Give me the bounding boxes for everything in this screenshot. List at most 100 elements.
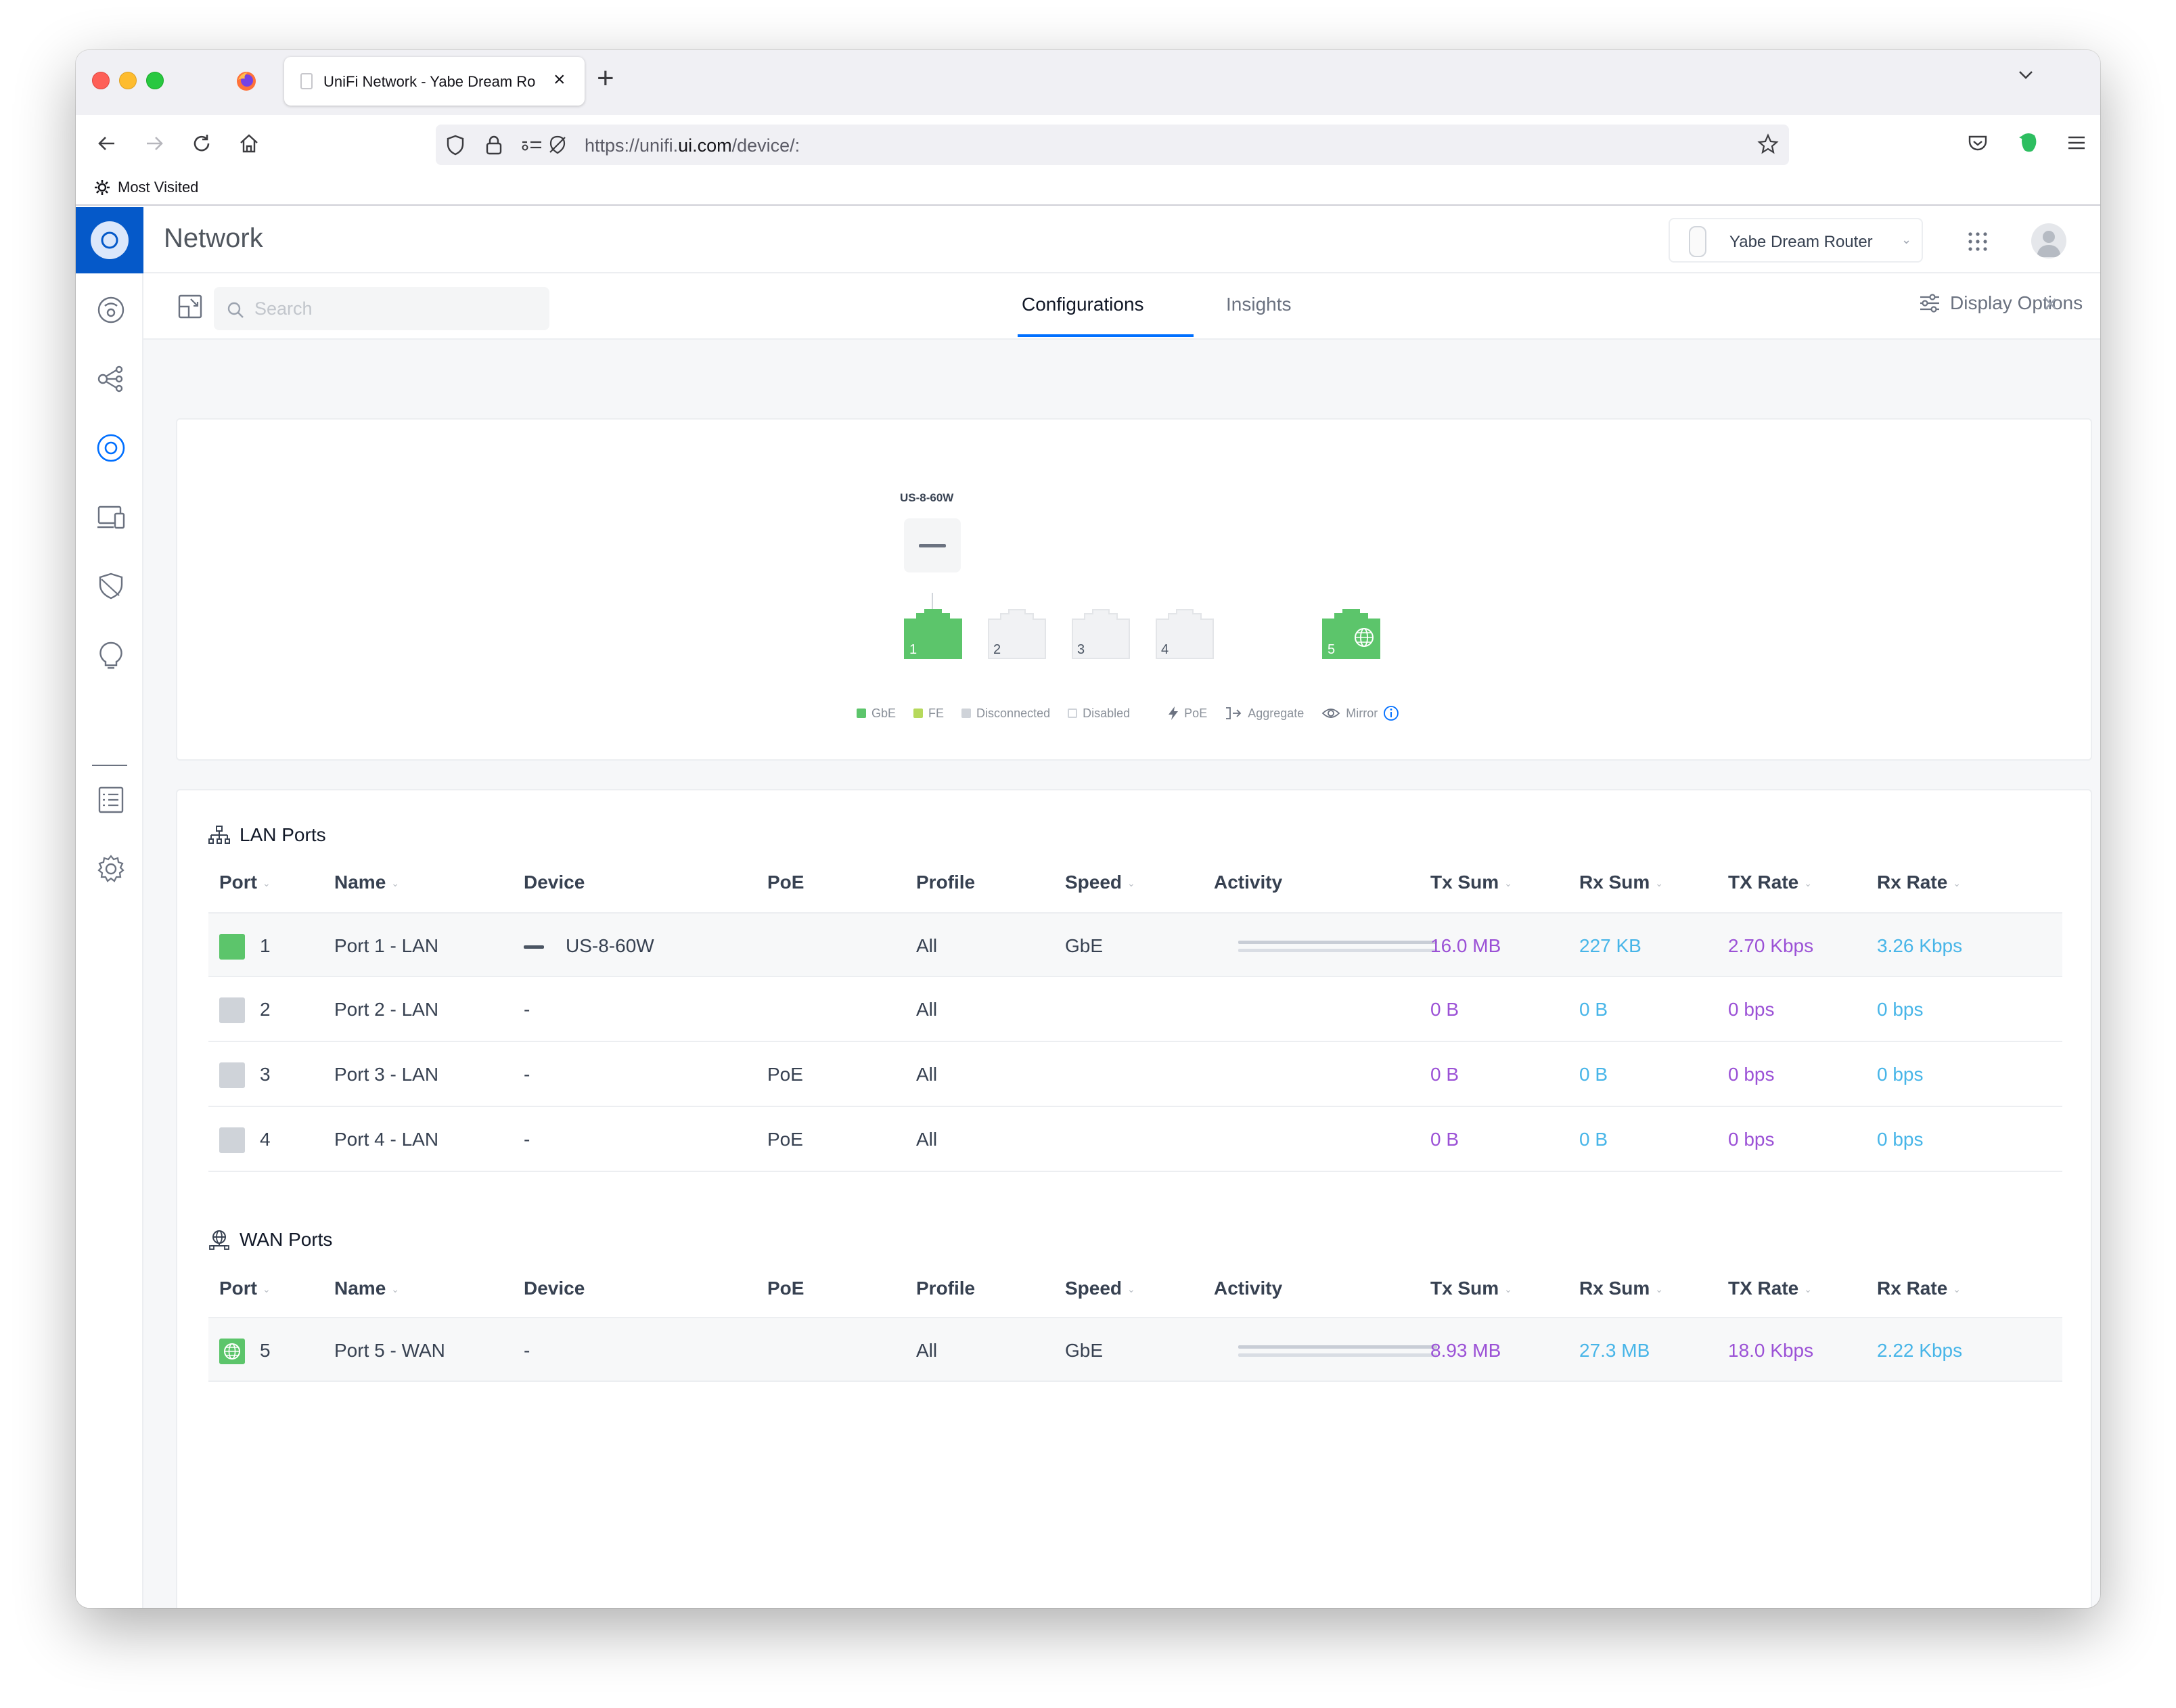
lock-icon[interactable] <box>484 134 503 156</box>
new-tab-button[interactable]: + <box>597 62 614 95</box>
port-jack-1[interactable]: 1 <box>904 609 962 659</box>
col-name[interactable]: Name ⌄ <box>334 1278 399 1299</box>
hamburger-menu-icon[interactable] <box>2065 131 2088 154</box>
minimize-window-button[interactable] <box>119 72 137 89</box>
tab-insights[interactable]: Insights <box>1226 294 1292 315</box>
table-row[interactable]: 1 Port 1 - LAN US-8-60W All GbE 16.0 MB … <box>208 912 2062 977</box>
legend-fe: FE <box>913 706 944 721</box>
tab-configurations[interactable]: Configurations <box>1022 294 1144 315</box>
display-options-button[interactable]: Display Options <box>1919 292 2083 314</box>
col-rx-sum[interactable]: Rx Sum ⌄ <box>1579 1278 1663 1299</box>
page-icon <box>300 73 313 89</box>
forward-button[interactable] <box>141 130 168 157</box>
cell-tx-sum: 16.0 MB <box>1430 935 1501 957</box>
bookmark-most-visited[interactable]: Most Visited <box>93 179 198 196</box>
cell-rx-rate: 2.22 Kbps <box>1877 1340 1962 1362</box>
cell-rx-rate: 0 bps <box>1877 999 1924 1020</box>
cell-device: - <box>524 1129 530 1150</box>
table-row[interactable]: 2 Port 2 - LAN - All 0 B 0 B 0 bps 0 bps <box>208 977 2062 1042</box>
close-panel-icon[interactable]: × <box>2043 290 2058 318</box>
port-jack-5-wan[interactable]: 5 <box>1322 609 1380 659</box>
browser-tab-active[interactable]: UniFi Network - Yabe Dream Ro × <box>284 57 585 106</box>
info-icon[interactable] <box>1383 705 1399 721</box>
uplink-device[interactable] <box>904 518 961 572</box>
browser-window: UniFi Network - Yabe Dream Ro × + https:… <box>76 50 2100 1608</box>
cell-port: 3 <box>260 1064 271 1085</box>
user-avatar[interactable] <box>2031 223 2066 259</box>
col-rx-sum[interactable]: Rx Sum ⌄ <box>1579 872 1663 893</box>
sidebar-item-logs[interactable] <box>96 785 126 815</box>
cell-device: US-8-60W <box>524 935 654 957</box>
cell-tx-sum: 8.93 MB <box>1430 1340 1501 1362</box>
home-button[interactable] <box>235 130 263 157</box>
sidebar-divider <box>92 765 127 766</box>
table-row[interactable]: 3 Port 3 - LAN - PoE All 0 B 0 B 0 bps 0… <box>208 1042 2062 1107</box>
lan-ports-title: LAN Ports <box>240 824 326 846</box>
cell-rx-rate: 3.26 Kbps <box>1877 935 1962 957</box>
cell-port: 2 <box>260 999 271 1020</box>
device-selector[interactable]: Yabe Dream Router ⌄ <box>1669 218 1923 263</box>
col-tx-rate[interactable]: TX Rate ⌄ <box>1728 872 1812 893</box>
sidebar-item-insights[interactable] <box>96 640 126 670</box>
cell-name: Port 3 - LAN <box>334 1064 438 1085</box>
url-bar[interactable]: https://unifi.ui.com/device/: <box>436 125 1789 165</box>
port-number: 2 <box>993 642 1001 658</box>
sidebar-item-clients[interactable] <box>96 502 126 532</box>
col-speed[interactable]: Speed ⌄ <box>1065 1278 1135 1299</box>
cell-port: 1 <box>260 935 271 957</box>
port-status-swatch <box>219 1127 245 1153</box>
col-tx-sum[interactable]: Tx Sum ⌄ <box>1430 1278 1512 1299</box>
col-profile: Profile <box>916 872 975 893</box>
col-port[interactable]: Port ⌄ <box>219 1278 271 1299</box>
chevron-down-icon[interactable] <box>2016 65 2035 84</box>
evernote-icon[interactable] <box>2016 130 2041 154</box>
wan-globe-icon <box>208 1229 230 1251</box>
col-rx-rate[interactable]: Rx Rate ⌄ <box>1877 872 1961 893</box>
table-row[interactable]: 5 Port 5 - WAN - All GbE 8.93 MB 27.3 MB… <box>208 1317 2062 1382</box>
cell-rx-rate: 0 bps <box>1877 1129 1924 1150</box>
permissions-icon[interactable] <box>521 135 543 154</box>
firefox-icon[interactable] <box>235 70 257 92</box>
col-port[interactable]: Port ⌄ <box>219 872 271 893</box>
col-device: Device <box>524 1278 585 1299</box>
col-rx-rate[interactable]: Rx Rate ⌄ <box>1877 1278 1961 1299</box>
pocket-icon[interactable] <box>1966 131 1989 154</box>
back-button[interactable] <box>93 130 120 157</box>
legend-disconnected: Disconnected <box>961 706 1050 721</box>
table-row[interactable]: 4 Port 4 - LAN - PoE All 0 B 0 B 0 bps 0… <box>208 1107 2062 1172</box>
sidebar-item-dashboard[interactable] <box>96 295 126 325</box>
port-jack-3[interactable]: 3 <box>1072 609 1130 659</box>
port-status-swatch <box>219 997 245 1023</box>
sidebar-item-topology[interactable] <box>96 364 126 394</box>
col-name[interactable]: Name ⌄ <box>334 872 399 893</box>
port-legend: GbE FE Disconnected Disabled PoE Aggrega… <box>857 705 1399 721</box>
sidebar-item-settings[interactable] <box>96 854 126 884</box>
sidebar-item-security[interactable] <box>96 571 126 601</box>
bookmark-star-icon[interactable] <box>1756 133 1780 156</box>
port-jack-4[interactable]: 4 <box>1156 609 1214 659</box>
unifi-logo[interactable] <box>76 207 143 273</box>
cell-port: 5 <box>260 1340 271 1362</box>
cell-name: Port 4 - LAN <box>334 1129 438 1150</box>
panel-toggle-icon[interactable] <box>177 294 203 319</box>
col-tx-sum[interactable]: Tx Sum ⌄ <box>1430 872 1512 893</box>
shield-icon <box>96 571 126 601</box>
uplink-line <box>932 593 933 610</box>
device-toolbar: Configurations Insights Display Options … <box>143 273 2100 340</box>
legend-aggregate: Aggregate <box>1225 706 1304 721</box>
zoom-window-button[interactable] <box>146 72 164 89</box>
port-jack-2[interactable]: 2 <box>988 609 1046 659</box>
url-text[interactable]: https://unifi.ui.com/device/: <box>585 135 800 156</box>
close-tab-icon[interactable]: × <box>553 69 566 91</box>
search-input[interactable] <box>254 287 539 330</box>
close-window-button[interactable] <box>92 72 110 89</box>
sidebar-item-devices[interactable] <box>96 433 126 463</box>
app-grid-icon[interactable] <box>1968 231 1988 252</box>
cell-poe: PoE <box>767 1064 803 1085</box>
col-tx-rate[interactable]: TX Rate ⌄ <box>1728 1278 1812 1299</box>
shield-icon[interactable] <box>445 134 466 156</box>
cell-rx-sum: 227 KB <box>1579 935 1641 957</box>
col-speed[interactable]: Speed ⌄ <box>1065 872 1135 893</box>
tracking-protection-icon[interactable] <box>547 134 568 156</box>
reload-button[interactable] <box>188 130 215 157</box>
